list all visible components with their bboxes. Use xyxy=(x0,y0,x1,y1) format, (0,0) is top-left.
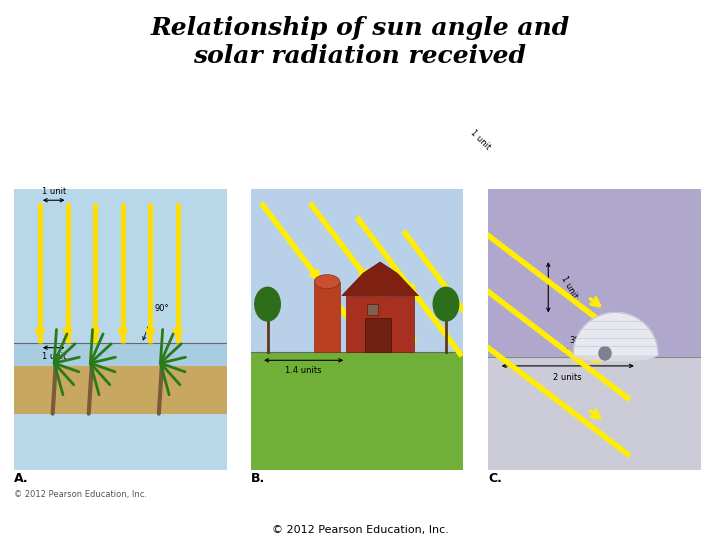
Ellipse shape xyxy=(598,346,611,360)
Bar xyxy=(251,352,463,470)
Text: 1 unit: 1 unit xyxy=(468,128,492,152)
Text: 30°: 30° xyxy=(569,336,584,345)
Text: 1 unit: 1 unit xyxy=(559,274,579,300)
Text: 90°: 90° xyxy=(155,303,169,313)
Text: 1 unit: 1 unit xyxy=(42,187,66,196)
Circle shape xyxy=(255,287,280,321)
Text: © 2012 Pearson Education, Inc.: © 2012 Pearson Education, Inc. xyxy=(271,524,449,535)
Text: B.: B. xyxy=(251,472,265,485)
Text: Relationship of sun angle and
solar radiation received: Relationship of sun angle and solar radi… xyxy=(150,16,570,68)
Bar xyxy=(365,318,391,352)
Bar xyxy=(14,366,227,414)
Text: 1 unit: 1 unit xyxy=(42,352,66,361)
Bar xyxy=(346,296,414,352)
Ellipse shape xyxy=(314,275,340,289)
Polygon shape xyxy=(342,262,418,296)
Bar xyxy=(314,282,340,352)
Text: 2 units: 2 units xyxy=(554,373,582,382)
Ellipse shape xyxy=(573,348,658,362)
Bar xyxy=(367,304,378,315)
Text: 1.4 units: 1.4 units xyxy=(285,366,322,375)
Text: A.: A. xyxy=(14,472,29,485)
Circle shape xyxy=(433,287,459,321)
Bar xyxy=(488,357,701,470)
Text: C.: C. xyxy=(488,472,502,485)
Polygon shape xyxy=(573,313,658,355)
Bar xyxy=(14,343,227,366)
Text: 45°: 45° xyxy=(378,329,392,338)
Text: © 2012 Pearson Education, Inc.: © 2012 Pearson Education, Inc. xyxy=(14,490,148,499)
